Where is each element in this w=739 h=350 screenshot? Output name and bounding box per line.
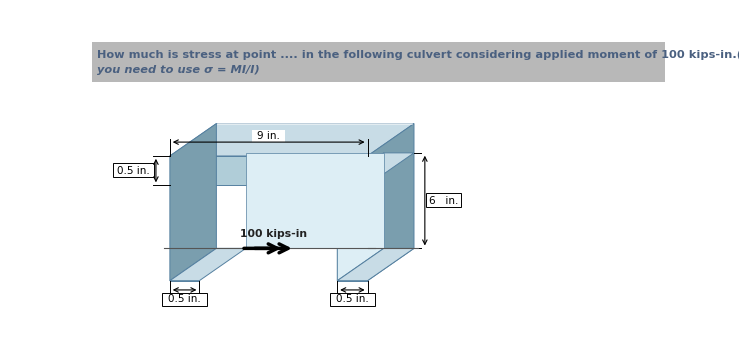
Polygon shape — [337, 153, 414, 185]
FancyBboxPatch shape — [112, 163, 154, 177]
Polygon shape — [367, 124, 414, 281]
Polygon shape — [337, 153, 384, 281]
FancyBboxPatch shape — [92, 42, 665, 82]
Text: 100 kips-in: 100 kips-in — [239, 229, 307, 239]
Polygon shape — [246, 153, 384, 248]
Text: 0.5 in.: 0.5 in. — [168, 294, 201, 304]
Text: 0.5 in.: 0.5 in. — [336, 294, 369, 304]
Text: 6   in.: 6 in. — [429, 196, 458, 205]
Polygon shape — [337, 248, 414, 281]
Text: 9 in.: 9 in. — [257, 131, 280, 141]
FancyBboxPatch shape — [162, 293, 207, 306]
Polygon shape — [170, 156, 367, 281]
FancyBboxPatch shape — [330, 293, 375, 306]
FancyBboxPatch shape — [426, 193, 461, 207]
Polygon shape — [170, 124, 414, 156]
Text: 0.5 in.: 0.5 in. — [117, 166, 150, 176]
FancyBboxPatch shape — [253, 130, 285, 142]
Text: you need to use σ = MI/I): you need to use σ = MI/I) — [97, 65, 260, 75]
Text: How much is stress at point .... in the following culvert considering applied mo: How much is stress at point .... in the … — [97, 50, 739, 60]
Polygon shape — [170, 248, 246, 281]
Polygon shape — [170, 124, 217, 281]
